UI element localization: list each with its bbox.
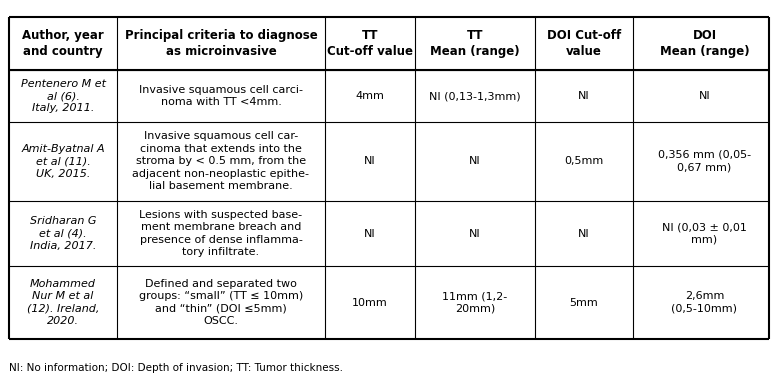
Text: NI (0,03 ± 0,01
mm): NI (0,03 ± 0,01 mm) bbox=[662, 222, 747, 245]
Text: NI: NI bbox=[364, 229, 376, 239]
Text: Invasive squamous cell carci-
noma with TT <4mm.: Invasive squamous cell carci- noma with … bbox=[139, 85, 303, 107]
Text: Mohammed
Nur M et al
(12). Ireland,
2020.: Mohammed Nur M et al (12). Ireland, 2020… bbox=[26, 279, 100, 326]
Text: NI: NI bbox=[469, 229, 481, 239]
Text: NI: NI bbox=[364, 156, 376, 166]
Text: DOI
Mean (range): DOI Mean (range) bbox=[660, 29, 749, 59]
Text: TT
Cut-off value: TT Cut-off value bbox=[327, 29, 413, 59]
Text: NI (0,13-1,3mm): NI (0,13-1,3mm) bbox=[429, 91, 520, 101]
Text: 0,356 mm (0,05-
0,67 mm): 0,356 mm (0,05- 0,67 mm) bbox=[658, 150, 751, 172]
Text: NI: NI bbox=[699, 91, 710, 101]
Text: Lesions with suspected base-
ment membrane breach and
presence of dense inflamma: Lesions with suspected base- ment membra… bbox=[139, 210, 303, 257]
Text: NI: NI bbox=[469, 156, 481, 166]
Text: 5mm: 5mm bbox=[569, 298, 598, 308]
Text: Amit-Byatnal A
et al (11).
UK, 2015.: Amit-Byatnal A et al (11). UK, 2015. bbox=[21, 144, 105, 179]
Text: 2,6mm
(0,5-10mm): 2,6mm (0,5-10mm) bbox=[671, 291, 738, 314]
Text: NI: No information; DOI: Depth of invasion; TT: Tumor thickness.: NI: No information; DOI: Depth of invasi… bbox=[9, 363, 343, 373]
Text: Defined and separated two
groups: “small” (TT ≤ 10mm)
and “thin” (DOI ≤5mm)
OSCC: Defined and separated two groups: “small… bbox=[138, 279, 303, 326]
Text: Invasive squamous cell car-
cinoma that extends into the
stroma by < 0.5 mm, fro: Invasive squamous cell car- cinoma that … bbox=[132, 131, 310, 191]
Text: Pentenero M et
al (6).
Italy, 2011.: Pentenero M et al (6). Italy, 2011. bbox=[20, 79, 106, 114]
Text: NI: NI bbox=[578, 229, 590, 239]
Text: DOI Cut-off
value: DOI Cut-off value bbox=[547, 29, 621, 59]
Text: 4mm: 4mm bbox=[356, 91, 384, 101]
Text: Principal criteria to diagnose
as microinvasive: Principal criteria to diagnose as microi… bbox=[124, 29, 317, 59]
Text: NI: NI bbox=[578, 91, 590, 101]
Text: TT
Mean (range): TT Mean (range) bbox=[430, 29, 520, 59]
Text: 10mm: 10mm bbox=[352, 298, 387, 308]
Text: 0,5mm: 0,5mm bbox=[564, 156, 604, 166]
Text: Sridharan G
et al (4).
India, 2017.: Sridharan G et al (4). India, 2017. bbox=[30, 216, 96, 251]
Text: Author, year
and country: Author, year and country bbox=[22, 29, 104, 59]
Text: 11mm (1,2-
20mm): 11mm (1,2- 20mm) bbox=[443, 291, 507, 314]
